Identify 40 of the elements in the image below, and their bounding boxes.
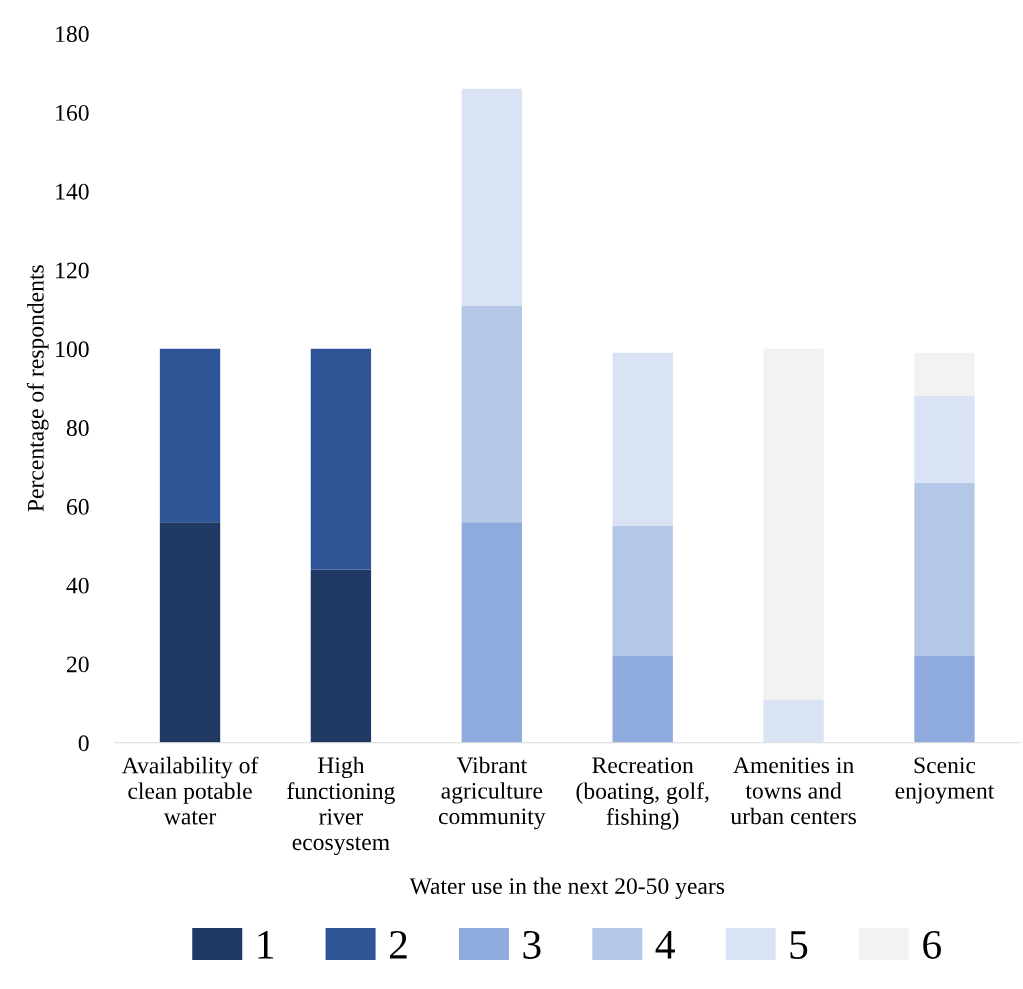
x-tick-label: Amenities in towns and urban centers (730, 757, 856, 825)
y-tick-label: 120 (56, 262, 89, 279)
x-tick-label: High functioning river ecosystem (287, 756, 395, 856)
bar (612, 352, 673, 527)
legend-label: 3 (523, 930, 541, 959)
bar (763, 699, 824, 743)
x-tick-label: Scenic enjoyment (895, 757, 995, 804)
legend-label: 4 (655, 931, 675, 959)
bar (310, 348, 372, 570)
bar (612, 526, 673, 657)
legend-label: 1 (258, 930, 274, 959)
y-axis-title: Percentage of respondents (26, 265, 49, 512)
y-tick-label: 140 (56, 183, 89, 200)
y-tick-label: 80 (66, 420, 89, 436)
bar (159, 522, 221, 743)
y-tick-label: 160 (56, 104, 89, 121)
y-tick-label: 180 (56, 26, 89, 43)
y-tick-label: 100 (56, 341, 89, 358)
bar (461, 305, 522, 523)
bar (763, 348, 824, 700)
bar (914, 396, 975, 483)
bar (612, 656, 673, 743)
y-tick-label: 40 (66, 577, 89, 594)
bar (310, 569, 372, 743)
bar (914, 482, 975, 657)
y-tick-label: 20 (67, 656, 89, 673)
x-tick-label: Recreation (boating, golf, fishing) (576, 757, 709, 830)
x-tick-label: Availability of clean potable water (121, 756, 259, 825)
legend-label: 5 (790, 931, 808, 959)
y-tick-label: 0 (78, 735, 89, 752)
y-tick-label: 60 (66, 498, 89, 515)
legend-label: 2 (389, 930, 407, 959)
x-axis-title: Water use in the next 20-50 years (409, 877, 725, 899)
bar (914, 352, 975, 397)
legend-label: 6 (923, 930, 942, 959)
bar (159, 348, 221, 523)
bar (914, 656, 975, 743)
bar (461, 88, 522, 306)
bar (461, 522, 522, 743)
x-tick-label: Vibrant agriculture community (438, 756, 546, 830)
